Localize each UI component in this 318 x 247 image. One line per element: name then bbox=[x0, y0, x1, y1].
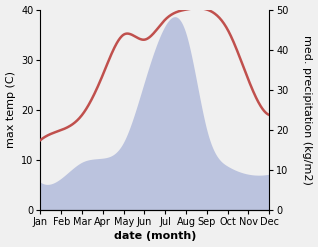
X-axis label: date (month): date (month) bbox=[114, 231, 196, 242]
Y-axis label: med. precipitation (kg/m2): med. precipitation (kg/m2) bbox=[302, 35, 313, 185]
Y-axis label: max temp (C): max temp (C) bbox=[5, 71, 16, 148]
